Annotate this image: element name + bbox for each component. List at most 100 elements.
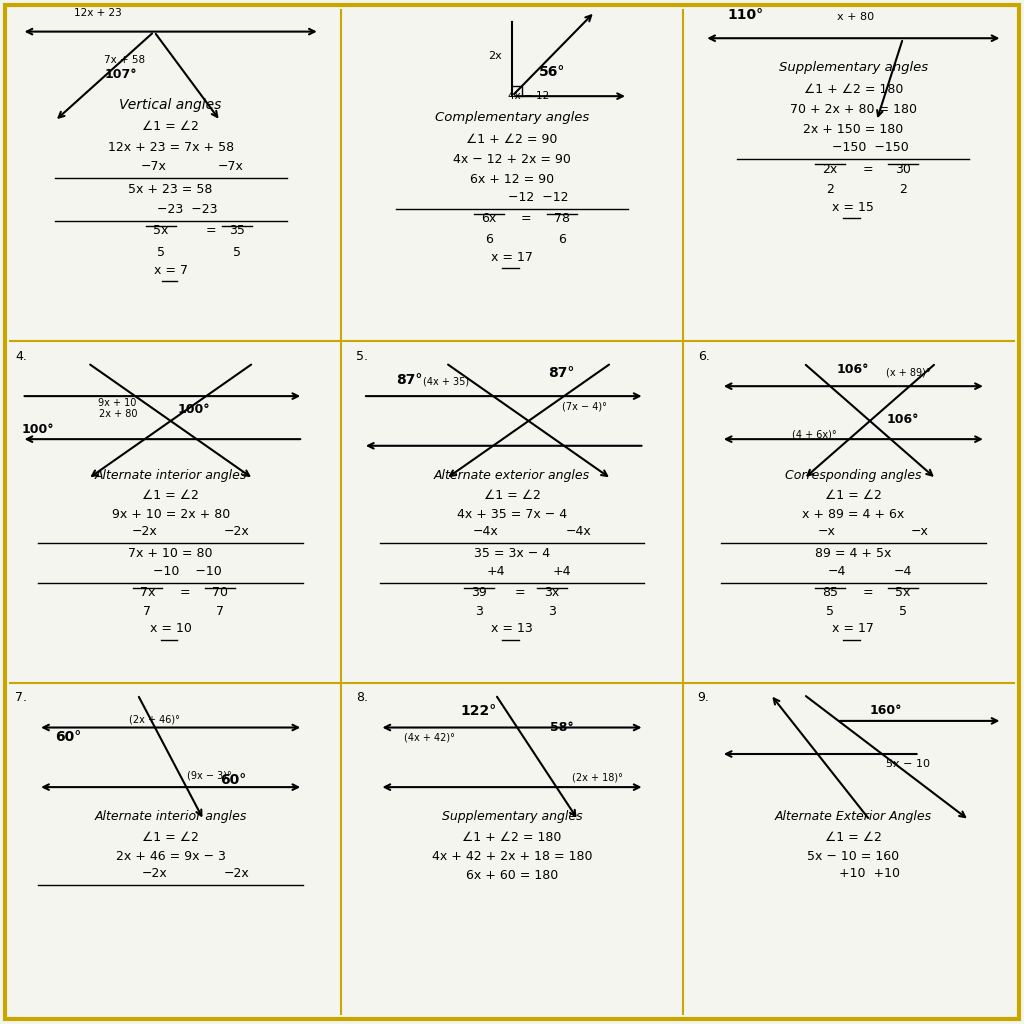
Text: +10  +10: +10 +10 [840, 866, 900, 880]
Text: =: = [521, 212, 536, 225]
Text: 12x + 23: 12x + 23 [74, 8, 122, 18]
Text: 85: 85 [822, 587, 839, 599]
Text: ∠1 + ∠2 = 90: ∠1 + ∠2 = 90 [466, 132, 558, 145]
Text: 70: 70 [212, 587, 228, 599]
Text: Alternate exterior angles: Alternate exterior angles [434, 469, 590, 482]
Text: 89 = 4 + 5x: 89 = 4 + 5x [815, 547, 892, 560]
Text: 35 = 3x − 4: 35 = 3x − 4 [474, 547, 550, 560]
Text: 35: 35 [229, 224, 245, 238]
Text: =: = [180, 587, 195, 599]
Text: −7x: −7x [141, 160, 167, 173]
Text: (7x − 4)°: (7x − 4)° [561, 401, 606, 411]
Text: 56°: 56° [539, 65, 565, 79]
Text: 87°: 87° [549, 367, 574, 380]
Text: −2x: −2x [224, 525, 250, 539]
Text: (4x + 35): (4x + 35) [423, 376, 469, 386]
Text: 30: 30 [895, 163, 911, 176]
Text: Complementary angles: Complementary angles [435, 111, 589, 124]
Text: ∠1 = ∠2: ∠1 = ∠2 [142, 489, 199, 502]
Text: =: = [207, 224, 221, 238]
Text: 39: 39 [471, 587, 486, 599]
Text: (2x + 46)°: (2x + 46)° [129, 714, 179, 724]
Text: 100°: 100° [177, 402, 210, 416]
Text: −10    −10: −10 −10 [153, 565, 221, 578]
Text: x + 80: x + 80 [837, 11, 873, 22]
Text: 7x: 7x [140, 587, 156, 599]
Text: −23  −23: −23 −23 [157, 203, 217, 216]
Text: 58°: 58° [550, 721, 573, 734]
Text: +4: +4 [552, 565, 571, 578]
Text: 12x + 23 = 7x + 58: 12x + 23 = 7x + 58 [108, 141, 233, 155]
Text: (9x − 3)°: (9x − 3)° [187, 770, 232, 780]
Text: x = 17: x = 17 [833, 623, 874, 635]
Text: −2x: −2x [131, 525, 157, 539]
Text: 100°: 100° [22, 423, 54, 436]
Text: 70 + 2x + 80 = 180: 70 + 2x + 80 = 180 [790, 103, 916, 116]
Text: 2: 2 [826, 183, 835, 196]
Text: 4x + 35 = 7x − 4: 4x + 35 = 7x − 4 [457, 508, 567, 521]
Text: Supplementary angles: Supplementary angles [779, 61, 928, 75]
Text: (2x + 18)°: (2x + 18)° [571, 772, 623, 782]
Text: Supplementary angles: Supplementary angles [441, 810, 583, 823]
Text: 5x: 5x [895, 587, 910, 599]
Text: 4x − 12 + 2x = 90: 4x − 12 + 2x = 90 [453, 153, 571, 166]
Text: −12  −12: −12 −12 [508, 190, 568, 204]
Text: −4: −4 [894, 565, 912, 578]
Text: 3: 3 [548, 605, 556, 618]
Text: −2x: −2x [224, 866, 250, 880]
Text: −4x: −4x [565, 525, 591, 539]
Text: =: = [862, 587, 878, 599]
Text: =: = [862, 163, 878, 176]
Text: 3x: 3x [544, 587, 559, 599]
Text: 2x + 80: 2x + 80 [99, 410, 137, 420]
Text: 9x + 10: 9x + 10 [98, 397, 136, 408]
Text: −4: −4 [827, 565, 846, 578]
Text: ∠1 = ∠2: ∠1 = ∠2 [825, 830, 882, 844]
Text: 78: 78 [554, 212, 569, 225]
Text: 60°: 60° [55, 730, 81, 744]
Text: Alternate interior angles: Alternate interior angles [94, 469, 247, 482]
Text: 2: 2 [899, 183, 907, 196]
Text: 4.: 4. [15, 350, 27, 362]
Text: 4x − 12: 4x − 12 [508, 91, 549, 101]
Text: 8.: 8. [356, 691, 369, 705]
Text: Alternate interior angles: Alternate interior angles [94, 810, 247, 823]
Text: x = 15: x = 15 [833, 201, 874, 214]
Text: ∠1 + ∠2 = 180: ∠1 + ∠2 = 180 [804, 83, 903, 96]
Text: 6: 6 [485, 232, 493, 246]
Text: −x: −x [818, 525, 836, 539]
Text: 7: 7 [143, 605, 152, 618]
Text: x = 7: x = 7 [154, 264, 187, 278]
Text: Corresponding angles: Corresponding angles [785, 469, 922, 482]
Text: 6x + 60 = 180: 6x + 60 = 180 [466, 868, 558, 882]
Text: 5x − 10: 5x − 10 [887, 759, 931, 769]
Text: −2x: −2x [141, 866, 167, 880]
Text: 7x + 58: 7x + 58 [104, 55, 145, 65]
Text: 60°: 60° [220, 773, 247, 787]
Text: 5x − 10 = 160: 5x − 10 = 160 [807, 850, 899, 862]
Text: x = 13: x = 13 [492, 623, 532, 635]
Text: 6x: 6x [481, 212, 497, 225]
Text: 6x + 12 = 90: 6x + 12 = 90 [470, 173, 554, 186]
Text: 160°: 160° [869, 705, 902, 718]
Text: 9.: 9. [697, 691, 710, 705]
Text: −x: −x [910, 525, 929, 539]
Text: 9x + 10 = 2x + 80: 9x + 10 = 2x + 80 [112, 508, 229, 521]
Text: 2x + 46 = 9x − 3: 2x + 46 = 9x − 3 [116, 850, 225, 862]
Text: Vertical angles: Vertical angles [120, 98, 222, 112]
Text: 5.: 5. [356, 350, 369, 362]
Text: (4 + 6x)°: (4 + 6x)° [793, 429, 837, 439]
Text: (4x + 42)°: (4x + 42)° [403, 732, 455, 742]
Text: 110°: 110° [727, 7, 764, 22]
Text: 2x + 150 = 180: 2x + 150 = 180 [803, 123, 903, 136]
Text: =: = [515, 587, 529, 599]
Text: 5x + 23 = 58: 5x + 23 = 58 [128, 183, 213, 196]
Text: ∠1 + ∠2 = 180: ∠1 + ∠2 = 180 [462, 830, 562, 844]
Text: ∠1 = ∠2: ∠1 = ∠2 [142, 830, 199, 844]
Text: 5: 5 [826, 605, 835, 618]
Text: 5x: 5x [153, 224, 168, 238]
Text: 107°: 107° [104, 68, 137, 81]
Text: 6: 6 [558, 232, 565, 246]
Text: 2x: 2x [822, 163, 838, 176]
Text: +4: +4 [486, 565, 505, 578]
